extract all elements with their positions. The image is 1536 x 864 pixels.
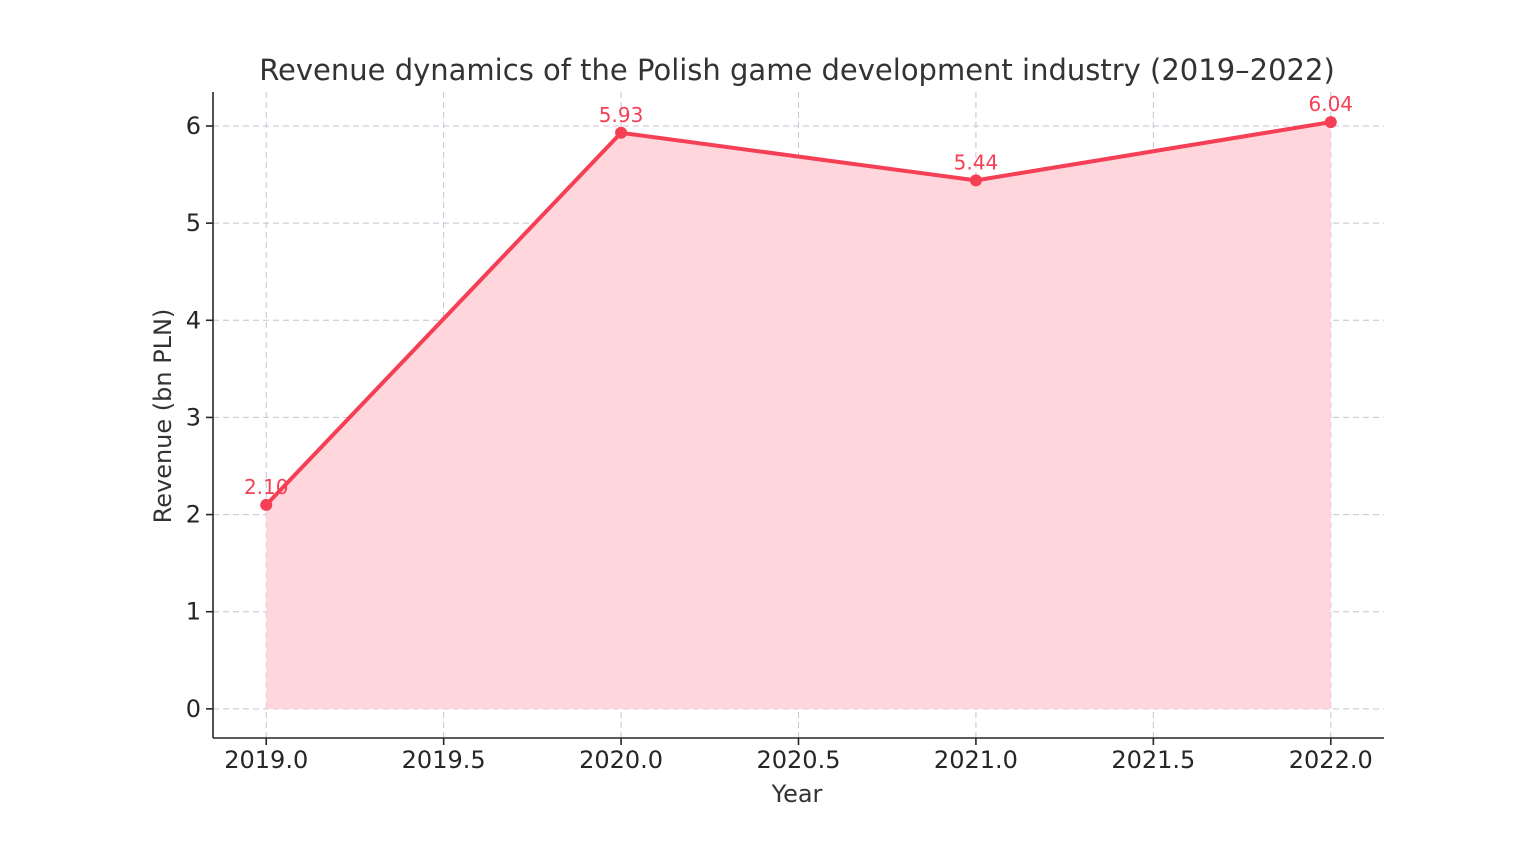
y-tick-label-2: 2 bbox=[186, 501, 201, 529]
data-label-2020: 5.93 bbox=[599, 103, 644, 127]
data-marks: 2.10 5.93 5.44 6.04 bbox=[244, 92, 1353, 511]
y-tick-label-4: 4 bbox=[186, 306, 201, 334]
x-tick-label-1: 2019.5 bbox=[402, 746, 486, 774]
y-tick-label-0: 0 bbox=[186, 695, 201, 723]
data-point-2020 bbox=[615, 126, 628, 139]
data-point-2019 bbox=[260, 498, 273, 511]
area-layer bbox=[266, 122, 1331, 709]
data-label-2019: 2.10 bbox=[244, 475, 289, 499]
data-label-2021: 5.44 bbox=[954, 150, 999, 174]
y-axis-label: Revenue (bn PLN) bbox=[149, 309, 177, 524]
x-tick-label-2: 2020.0 bbox=[579, 746, 663, 774]
revenue-area-fill bbox=[266, 122, 1331, 709]
data-label-2022: 6.04 bbox=[1309, 92, 1354, 116]
x-tick-label-3: 2020.5 bbox=[757, 746, 841, 774]
x-axis-label: Year bbox=[771, 780, 823, 808]
y-tick-label-3: 3 bbox=[186, 403, 201, 431]
y-tick-label-5: 5 bbox=[186, 209, 201, 237]
data-point-2021 bbox=[969, 174, 982, 187]
x-tick-label-5: 2021.5 bbox=[1111, 746, 1195, 774]
x-tick-label-6: 2022.0 bbox=[1289, 746, 1373, 774]
data-point-2022 bbox=[1324, 116, 1337, 129]
x-tick-label-0: 2019.0 bbox=[224, 746, 308, 774]
y-tick-label-6: 6 bbox=[186, 112, 201, 140]
axes: 2019.0 2019.5 2020.0 2020.5 2021.0 2021.5 2022… bbox=[186, 92, 1384, 774]
chart-title: Revenue dynamics of the Polish game deve… bbox=[259, 53, 1335, 87]
revenue-series-line bbox=[264, 120, 1333, 507]
y-tick-label-1: 1 bbox=[186, 598, 201, 626]
x-tick-label-4: 2021.0 bbox=[934, 746, 1018, 774]
